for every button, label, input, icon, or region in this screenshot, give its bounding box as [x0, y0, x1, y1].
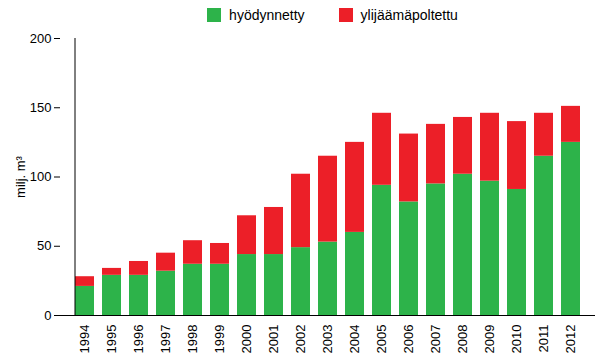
svg-text:2011: 2011: [536, 325, 551, 353]
svg-text:2006: 2006: [401, 325, 416, 354]
svg-text:2009: 2009: [482, 325, 497, 354]
svg-text:2010: 2010: [509, 325, 524, 354]
html-text:hyödynnetty: hyödynnetty: [229, 7, 305, 23]
svg-text:100: 100: [30, 169, 52, 184]
svg-text:2008: 2008: [455, 325, 470, 354]
svg-text:2000: 2000: [239, 325, 254, 354]
svg-text:1996: 1996: [131, 325, 146, 354]
svg-text:1999: 1999: [212, 325, 227, 354]
html-text:ylijäämäpoltettu: ylijäämäpoltettu: [360, 7, 458, 23]
svg-text:50: 50: [37, 238, 51, 253]
svg-text:2012: 2012: [563, 325, 578, 354]
svg-text:2004: 2004: [347, 325, 362, 354]
svg-text:milj. m³: milj. m³: [13, 155, 28, 198]
svg-text:150: 150: [30, 100, 52, 115]
svg-text:1997: 1997: [158, 325, 173, 354]
svg-text:2003: 2003: [320, 325, 335, 354]
svg-text:2001: 2001: [266, 325, 281, 354]
svg-text:0: 0: [44, 308, 51, 323]
svg-text:1994: 1994: [77, 325, 92, 354]
svg-text:2007: 2007: [428, 325, 443, 354]
svg-text:1998: 1998: [185, 325, 200, 354]
svg-text:1995: 1995: [104, 325, 119, 354]
svg-text:2002: 2002: [293, 325, 308, 354]
svg-text:2005: 2005: [374, 325, 389, 354]
svg-text:200: 200: [30, 31, 52, 46]
